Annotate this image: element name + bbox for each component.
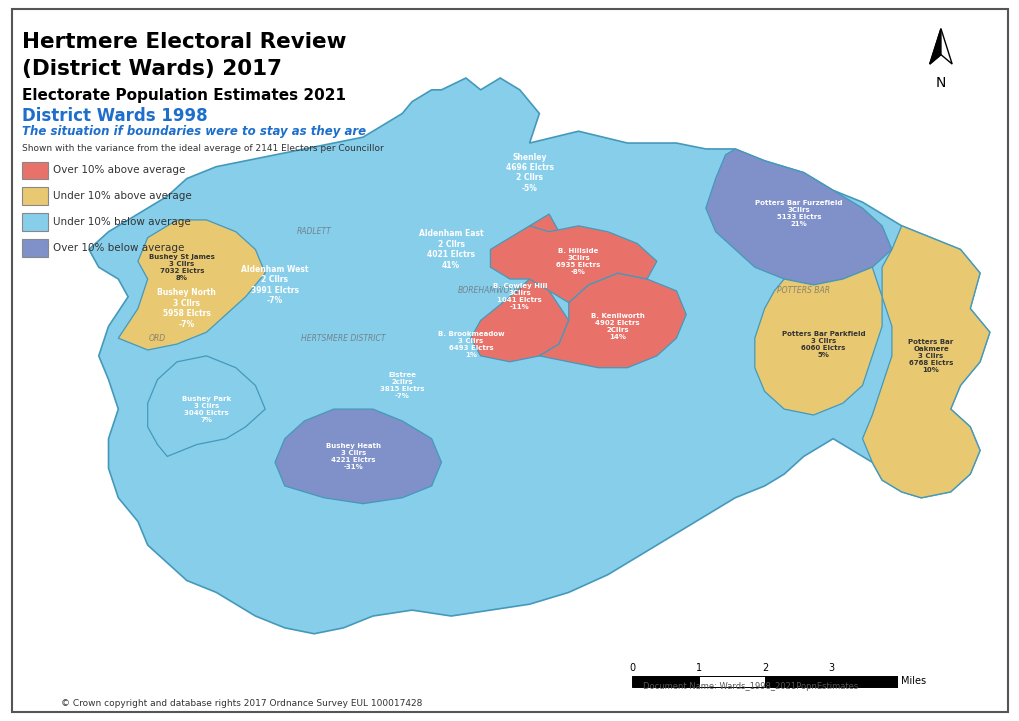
Polygon shape xyxy=(929,29,941,64)
Polygon shape xyxy=(148,356,265,456)
Text: B. Cowley Hill
3Cllrs
1041 Elctrs
-11%: B. Cowley Hill 3Cllrs 1041 Elctrs -11% xyxy=(492,283,546,310)
Polygon shape xyxy=(862,226,988,497)
Bar xyxy=(698,676,764,686)
Text: BOREHAMWOOD: BOREHAMWOOD xyxy=(458,286,522,296)
Polygon shape xyxy=(929,29,952,64)
Text: (District Wards) 2017: (District Wards) 2017 xyxy=(22,59,282,79)
Text: Under 10% below average: Under 10% below average xyxy=(53,217,191,227)
Bar xyxy=(632,676,698,686)
Text: District Wards 1998: District Wards 1998 xyxy=(22,107,208,125)
Text: Elstree
2cllrs
3815 Elctrs
-7%: Elstree 2cllrs 3815 Elctrs -7% xyxy=(380,372,424,399)
Text: RADLETT: RADLETT xyxy=(297,227,331,236)
Text: Shown with the variance from the ideal average of 2141 Electors per Councillor: Shown with the variance from the ideal a… xyxy=(22,144,384,153)
Text: Potters Bar Furzefield
3Cllrs
5133 Elctrs
21%: Potters Bar Furzefield 3Cllrs 5133 Elctr… xyxy=(754,200,842,228)
Text: Under 10% above average: Under 10% above average xyxy=(53,191,192,201)
Text: © Crown copyright and database rights 2017 Ordnance Survey EUL 100017428: © Crown copyright and database rights 20… xyxy=(61,699,422,708)
Text: Aldenham West
2 Cllrs
3991 Elctrs
-7%: Aldenham West 2 Cllrs 3991 Elctrs -7% xyxy=(242,265,309,305)
Bar xyxy=(764,676,830,686)
Polygon shape xyxy=(118,220,265,350)
Text: Miles: Miles xyxy=(900,676,925,686)
Polygon shape xyxy=(89,78,988,634)
Text: Hertmere Electoral Review: Hertmere Electoral Review xyxy=(22,32,346,53)
Text: Aldenham East
2 Cllrs
4021 Elctrs
41%: Aldenham East 2 Cllrs 4021 Elctrs 41% xyxy=(419,229,483,270)
Text: Bushey St James
3 Cllrs
7032 Elctrs
8%: Bushey St James 3 Cllrs 7032 Elctrs 8% xyxy=(149,254,215,280)
Text: Over 10% below average: Over 10% below average xyxy=(53,243,184,253)
Text: B. Kenilworth
4902 Elctrs
2Cllrs
14%: B. Kenilworth 4902 Elctrs 2Cllrs 14% xyxy=(590,313,644,340)
Text: 3: 3 xyxy=(827,663,834,673)
Polygon shape xyxy=(275,409,441,504)
Text: Document Name: Wards_1998_2021PopnEstimates: Document Name: Wards_1998_2021PopnEstima… xyxy=(642,682,857,691)
Text: 0: 0 xyxy=(629,663,635,673)
Text: 1: 1 xyxy=(695,663,701,673)
Text: B. Brookmeadow
3 Cllrs
6493 Elctrs
1%: B. Brookmeadow 3 Cllrs 6493 Elctrs 1% xyxy=(437,330,503,358)
Polygon shape xyxy=(539,273,686,368)
Text: Bushey North
3 Cllrs
5958 Elctrs
-7%: Bushey North 3 Cllrs 5958 Elctrs -7% xyxy=(157,288,216,329)
Polygon shape xyxy=(754,267,881,415)
Text: The situation if boundaries were to stay as they are: The situation if boundaries were to stay… xyxy=(22,125,366,138)
Text: Bushey Park
3 Cllrs
3040 Elctrs
7%: Bushey Park 3 Cllrs 3040 Elctrs 7% xyxy=(181,396,231,423)
Polygon shape xyxy=(705,149,891,285)
Polygon shape xyxy=(490,226,656,303)
Bar xyxy=(830,676,897,686)
Text: POTTERS BAR: POTTERS BAR xyxy=(776,286,829,296)
Text: Shenley
4696 Elctrs
2 Cllrs
-5%: Shenley 4696 Elctrs 2 Cllrs -5% xyxy=(505,153,553,193)
Text: HERTSMERE DISTRICT: HERTSMERE DISTRICT xyxy=(301,334,385,342)
Text: N: N xyxy=(934,76,946,90)
Polygon shape xyxy=(471,214,569,362)
Text: Over 10% above average: Over 10% above average xyxy=(53,165,185,175)
Text: Potters Bar Parkfield
3 Cllrs
6060 Elctrs
5%: Potters Bar Parkfield 3 Cllrs 6060 Elctr… xyxy=(781,330,864,358)
Text: ORD: ORD xyxy=(149,334,166,342)
Text: Electorate Population Estimates 2021: Electorate Population Estimates 2021 xyxy=(22,88,346,103)
Text: Bushey Heath
3 Cllrs
4221 Elctrs
-31%: Bushey Heath 3 Cllrs 4221 Elctrs -31% xyxy=(325,443,380,470)
Text: 2: 2 xyxy=(761,663,767,673)
Text: Potters Bar
Oakmere
3 Cllrs
6768 Elctrs
10%: Potters Bar Oakmere 3 Cllrs 6768 Elctrs … xyxy=(908,339,953,373)
Text: B. Hillside
3Cllrs
6935 Elctrs
-8%: B. Hillside 3Cllrs 6935 Elctrs -8% xyxy=(555,248,600,275)
